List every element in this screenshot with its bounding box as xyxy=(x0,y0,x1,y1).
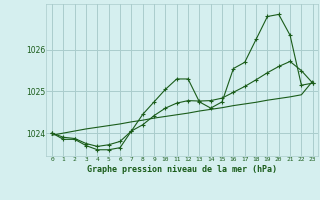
X-axis label: Graphe pression niveau de la mer (hPa): Graphe pression niveau de la mer (hPa) xyxy=(87,165,277,174)
